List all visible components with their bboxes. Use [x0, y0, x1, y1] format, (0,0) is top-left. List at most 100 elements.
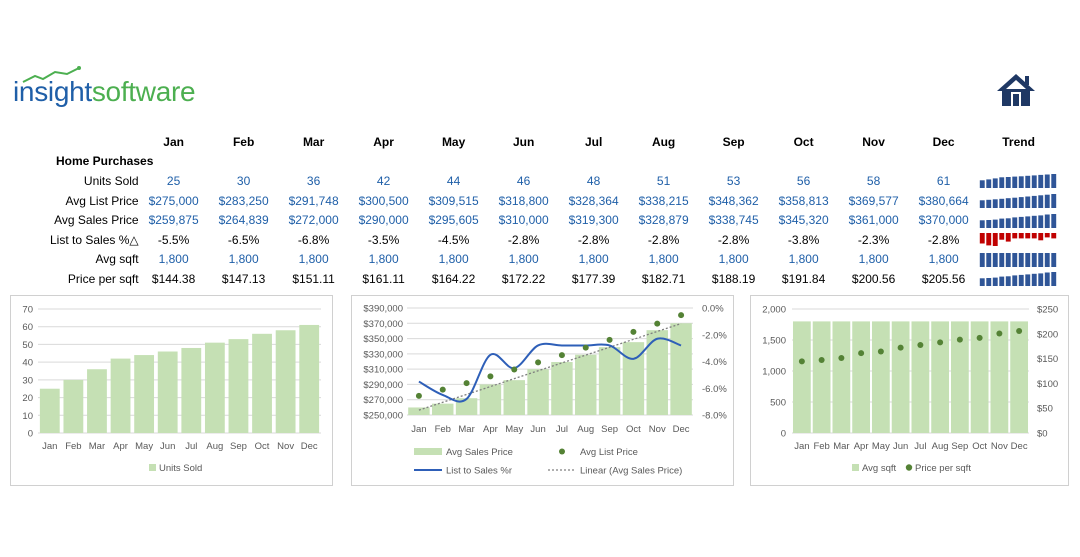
sparkline-bar	[1018, 216, 1024, 228]
trend-sparkline	[979, 272, 1056, 287]
point-avg-list-price	[654, 320, 661, 327]
table-cell: 42	[376, 173, 391, 188]
table-cell: 1,800	[858, 252, 889, 267]
table-cell: $172.22	[501, 271, 546, 286]
table-cell: 1,800	[648, 252, 679, 267]
y-tick-label: 70	[22, 305, 33, 316]
table-cell: $361,000	[848, 213, 899, 228]
row-label: Price per sqft	[67, 271, 139, 286]
section-label: Home Purchases	[56, 154, 154, 169]
point-price-per-sqft	[956, 336, 963, 343]
table-cell: -2.8%	[717, 232, 750, 247]
table-cell: $319,300	[568, 213, 619, 228]
month-header: Dec	[932, 134, 955, 149]
month-header: Feb	[232, 134, 255, 149]
sparkline-bar	[1037, 273, 1043, 287]
x-tick-label: Feb	[435, 424, 451, 435]
month-header: Jun	[512, 134, 535, 149]
table-cell: 36	[306, 173, 321, 188]
sparkline-bar	[979, 278, 985, 287]
row-label: Avg sqft	[95, 252, 139, 267]
y-tick-label: $330,000	[363, 349, 403, 360]
x-tick-label: Jun	[893, 441, 908, 452]
x-tick-label: May	[872, 441, 890, 452]
sparkline-bar	[979, 180, 985, 189]
sparkline-bar	[992, 233, 998, 247]
x-tick-label: Nov	[277, 441, 294, 452]
sparkline-bar	[998, 277, 1004, 287]
y-tick-label: 500	[770, 398, 786, 409]
y-tick-label: 2,000	[762, 305, 786, 316]
table-cell: 46	[516, 173, 531, 188]
y-tick-label: 50	[22, 340, 33, 351]
table-cell: 56	[796, 173, 811, 188]
table-cell: 61	[936, 173, 951, 188]
bar-avg-sales-price	[598, 347, 621, 415]
point-avg-list-price	[582, 344, 589, 351]
bar-avg-sqft	[832, 321, 851, 433]
trend-sparkline	[979, 194, 1056, 209]
x-tick-label: Apr	[113, 441, 128, 452]
sparkline-bar	[998, 218, 1004, 228]
table-cell: 1,800	[928, 252, 959, 267]
sparkline-bar	[1024, 252, 1030, 267]
y-tick-label: 1,500	[762, 336, 786, 347]
units-sold-chart-svg: 0 10 20 30 40 50 60 70 Jan Feb Mar Apr May Jun Jul Aug S…	[22, 305, 321, 474]
y-tick-label: $290,000	[363, 380, 403, 391]
x-tick-label: Mar	[89, 441, 105, 452]
table-cell: $358,813	[778, 193, 829, 208]
x-tick-label: Aug	[577, 424, 594, 435]
month-header: Oct	[793, 134, 814, 149]
y2-tick-label: -8.0%	[702, 411, 727, 422]
sparkline-bar	[1037, 252, 1043, 267]
table-cell: $345,320	[778, 213, 829, 228]
table-row: Avg List Price $275,000 $283,250 $291,748 $3…	[50, 191, 1059, 211]
bar-units-sold	[275, 330, 296, 433]
y-tick-label: 0	[28, 429, 33, 440]
y2-tick-label: $0	[1037, 429, 1048, 440]
x-tick-label: Sep	[601, 424, 618, 435]
point-avg-list-price	[630, 328, 637, 335]
y-tick-label: 20	[22, 393, 33, 404]
point-price-per-sqft	[937, 339, 944, 346]
sparkline-bar	[1044, 272, 1050, 287]
y-tick-label: 1,000	[762, 367, 786, 378]
row-label: List to Sales %△	[50, 232, 139, 247]
sparkline-bar	[1024, 176, 1030, 189]
x-tick-label: Mar	[458, 424, 474, 435]
y2-tick-label: -2.0%	[702, 330, 727, 341]
point-price-per-sqft	[798, 358, 805, 365]
logo-software: software	[91, 76, 196, 107]
table-cell: $272,000	[288, 213, 339, 228]
trend-cell	[979, 171, 1059, 191]
table-cell: 53	[726, 173, 741, 188]
legend-swatch-avg-sales-price	[414, 448, 442, 455]
point-avg-list-price	[511, 366, 518, 373]
point-price-per-sqft	[858, 350, 865, 357]
point-avg-list-price	[535, 359, 542, 366]
sparkline-bar	[985, 199, 991, 209]
table-cell: 48	[586, 173, 601, 188]
legend-label-avg-sales-price: Avg Sales Price	[446, 447, 513, 458]
x-tick-label: Sep	[230, 441, 247, 452]
sparkline-bar	[992, 178, 998, 189]
bar-units-sold	[87, 369, 107, 433]
table-cell: $182.71	[641, 271, 686, 286]
corner-cell	[50, 132, 139, 152]
table-row: Units Sold 25 30 36 42 44 46 48 51 53 56 58 61	[50, 171, 1059, 191]
y2-tick-label: $200	[1037, 329, 1058, 340]
sparkline-bar	[1050, 252, 1056, 267]
table-cell: $348,362	[708, 193, 759, 208]
x-tick-label: Aug	[932, 441, 949, 452]
point-avg-list-price	[415, 392, 422, 399]
sparkline-bar	[1011, 177, 1017, 189]
y-tick-label: 60	[22, 322, 33, 333]
table-cell: $200.56	[851, 271, 896, 286]
bar-units-sold	[134, 355, 155, 433]
sparkline-bar	[1018, 197, 1024, 209]
sparkline-bar	[1050, 213, 1056, 228]
trend-sparkline	[979, 174, 1056, 189]
sparkline-bar	[998, 252, 1004, 267]
sparkline-bar	[1031, 274, 1037, 287]
sparkline-bar	[992, 219, 998, 228]
